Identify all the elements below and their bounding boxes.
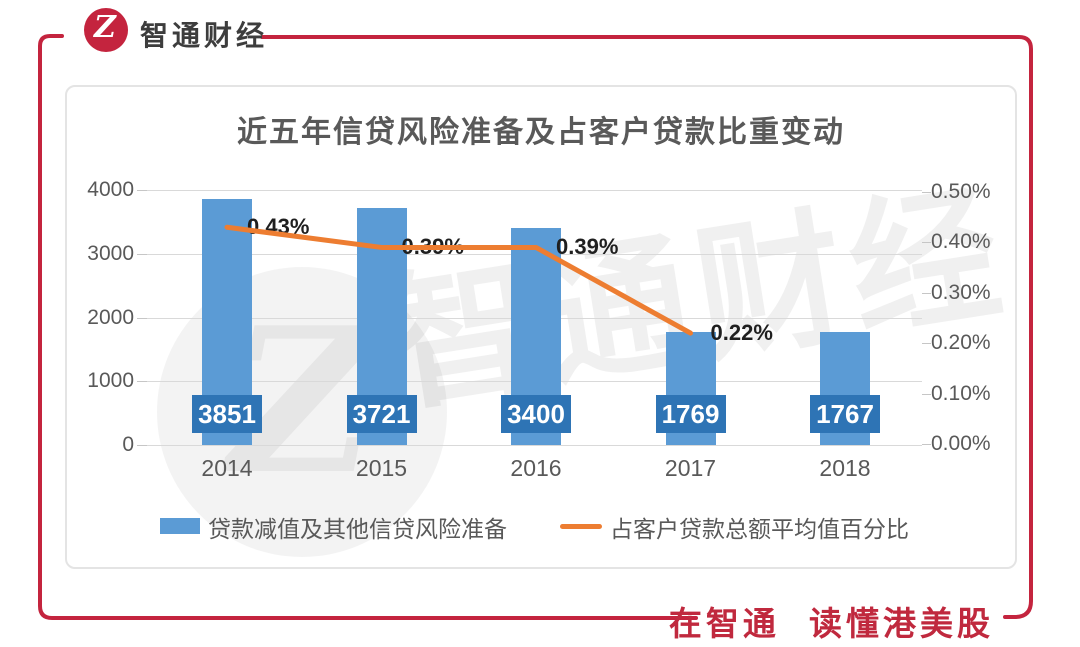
left-axis-tick-label: 0	[122, 433, 134, 456]
bar-value-label: 3721	[346, 395, 417, 433]
legend-line-swatch	[560, 524, 602, 529]
logo-z-glyph: Z	[94, 10, 116, 45]
brand-name: 智通财经	[140, 20, 269, 51]
right-axis-tick-label: 0.00%	[931, 432, 991, 455]
chart-title: 近五年信贷风险准备及占客户贷款比重变动	[237, 115, 845, 150]
x-axis-tick-label: 2017	[664, 455, 717, 481]
line-point-label: 0.39%	[401, 234, 464, 260]
left-axis-tick-label: 4000	[87, 178, 134, 201]
line-point-label: 0.39%	[556, 234, 619, 260]
legend-bar-label: 贷款减值及其他信贷风险准备	[208, 516, 507, 542]
right-axis-tick-label: 0.30%	[931, 280, 991, 304]
bar-value-label: 3851	[192, 395, 262, 433]
left-axis-tick-mark	[137, 190, 147, 191]
gridline	[147, 190, 922, 191]
right-axis-tick-mark	[922, 444, 931, 445]
bar-value-label: 1769	[655, 395, 726, 433]
chart-legend: 贷款减值及其他信贷风险准备 占客户贷款总额平均值百分比	[67, 507, 1015, 549]
right-axis-tick-mark	[922, 242, 931, 244]
left-axis-tick-label: 2000	[87, 305, 134, 329]
bar-value-label: 3400	[501, 395, 571, 433]
left-axis-tick-label: 1000	[87, 369, 134, 393]
bar-value-label: 1767	[810, 395, 880, 433]
legend-line-label: 占客户贷款总额平均值百分比	[610, 516, 909, 542]
x-axis-tick-label: 2016	[510, 455, 562, 481]
right-axis-tick-label: 0.50%	[931, 180, 991, 203]
legend-bar-swatch	[160, 518, 200, 534]
right-axis-tick-label: 0.40%	[931, 230, 991, 254]
line-point-label: 0.43%	[247, 214, 310, 240]
right-axis-tick-mark	[922, 393, 931, 395]
gridline	[147, 445, 922, 446]
brand-tagline: 在智通 读懂港美股	[668, 605, 994, 642]
left-axis-tick-mark	[137, 445, 147, 446]
plot-area: 4000 3000 2000 1000 0 0.50% 0.40% 0.30% 0.20% 0.1…	[67, 87, 1015, 567]
left-axis-tick-mark	[137, 381, 147, 383]
line-point-label: 0.22%	[710, 320, 773, 346]
chart-card: Z 智通财经 近五年信贷风险准备及占客户贷款比重变动 4000 3000 2000 1…	[65, 85, 1017, 569]
right-axis-tick-mark	[922, 192, 931, 193]
x-axis-tick-label: 2015	[355, 455, 408, 481]
left-axis-tick-mark	[137, 317, 147, 319]
x-axis-tick-label: 2014	[201, 455, 253, 481]
left-axis-tick-mark	[137, 253, 147, 255]
right-axis-tick-mark	[922, 292, 931, 294]
right-axis-tick-mark	[922, 343, 931, 345]
right-axis-tick-label: 0.20%	[931, 331, 991, 355]
brand-logo-icon: Z	[84, 8, 128, 52]
right-axis-tick-label: 0.10%	[931, 381, 991, 405]
left-axis-tick-label: 3000	[87, 241, 134, 265]
x-axis-tick-label: 2018	[819, 455, 871, 481]
